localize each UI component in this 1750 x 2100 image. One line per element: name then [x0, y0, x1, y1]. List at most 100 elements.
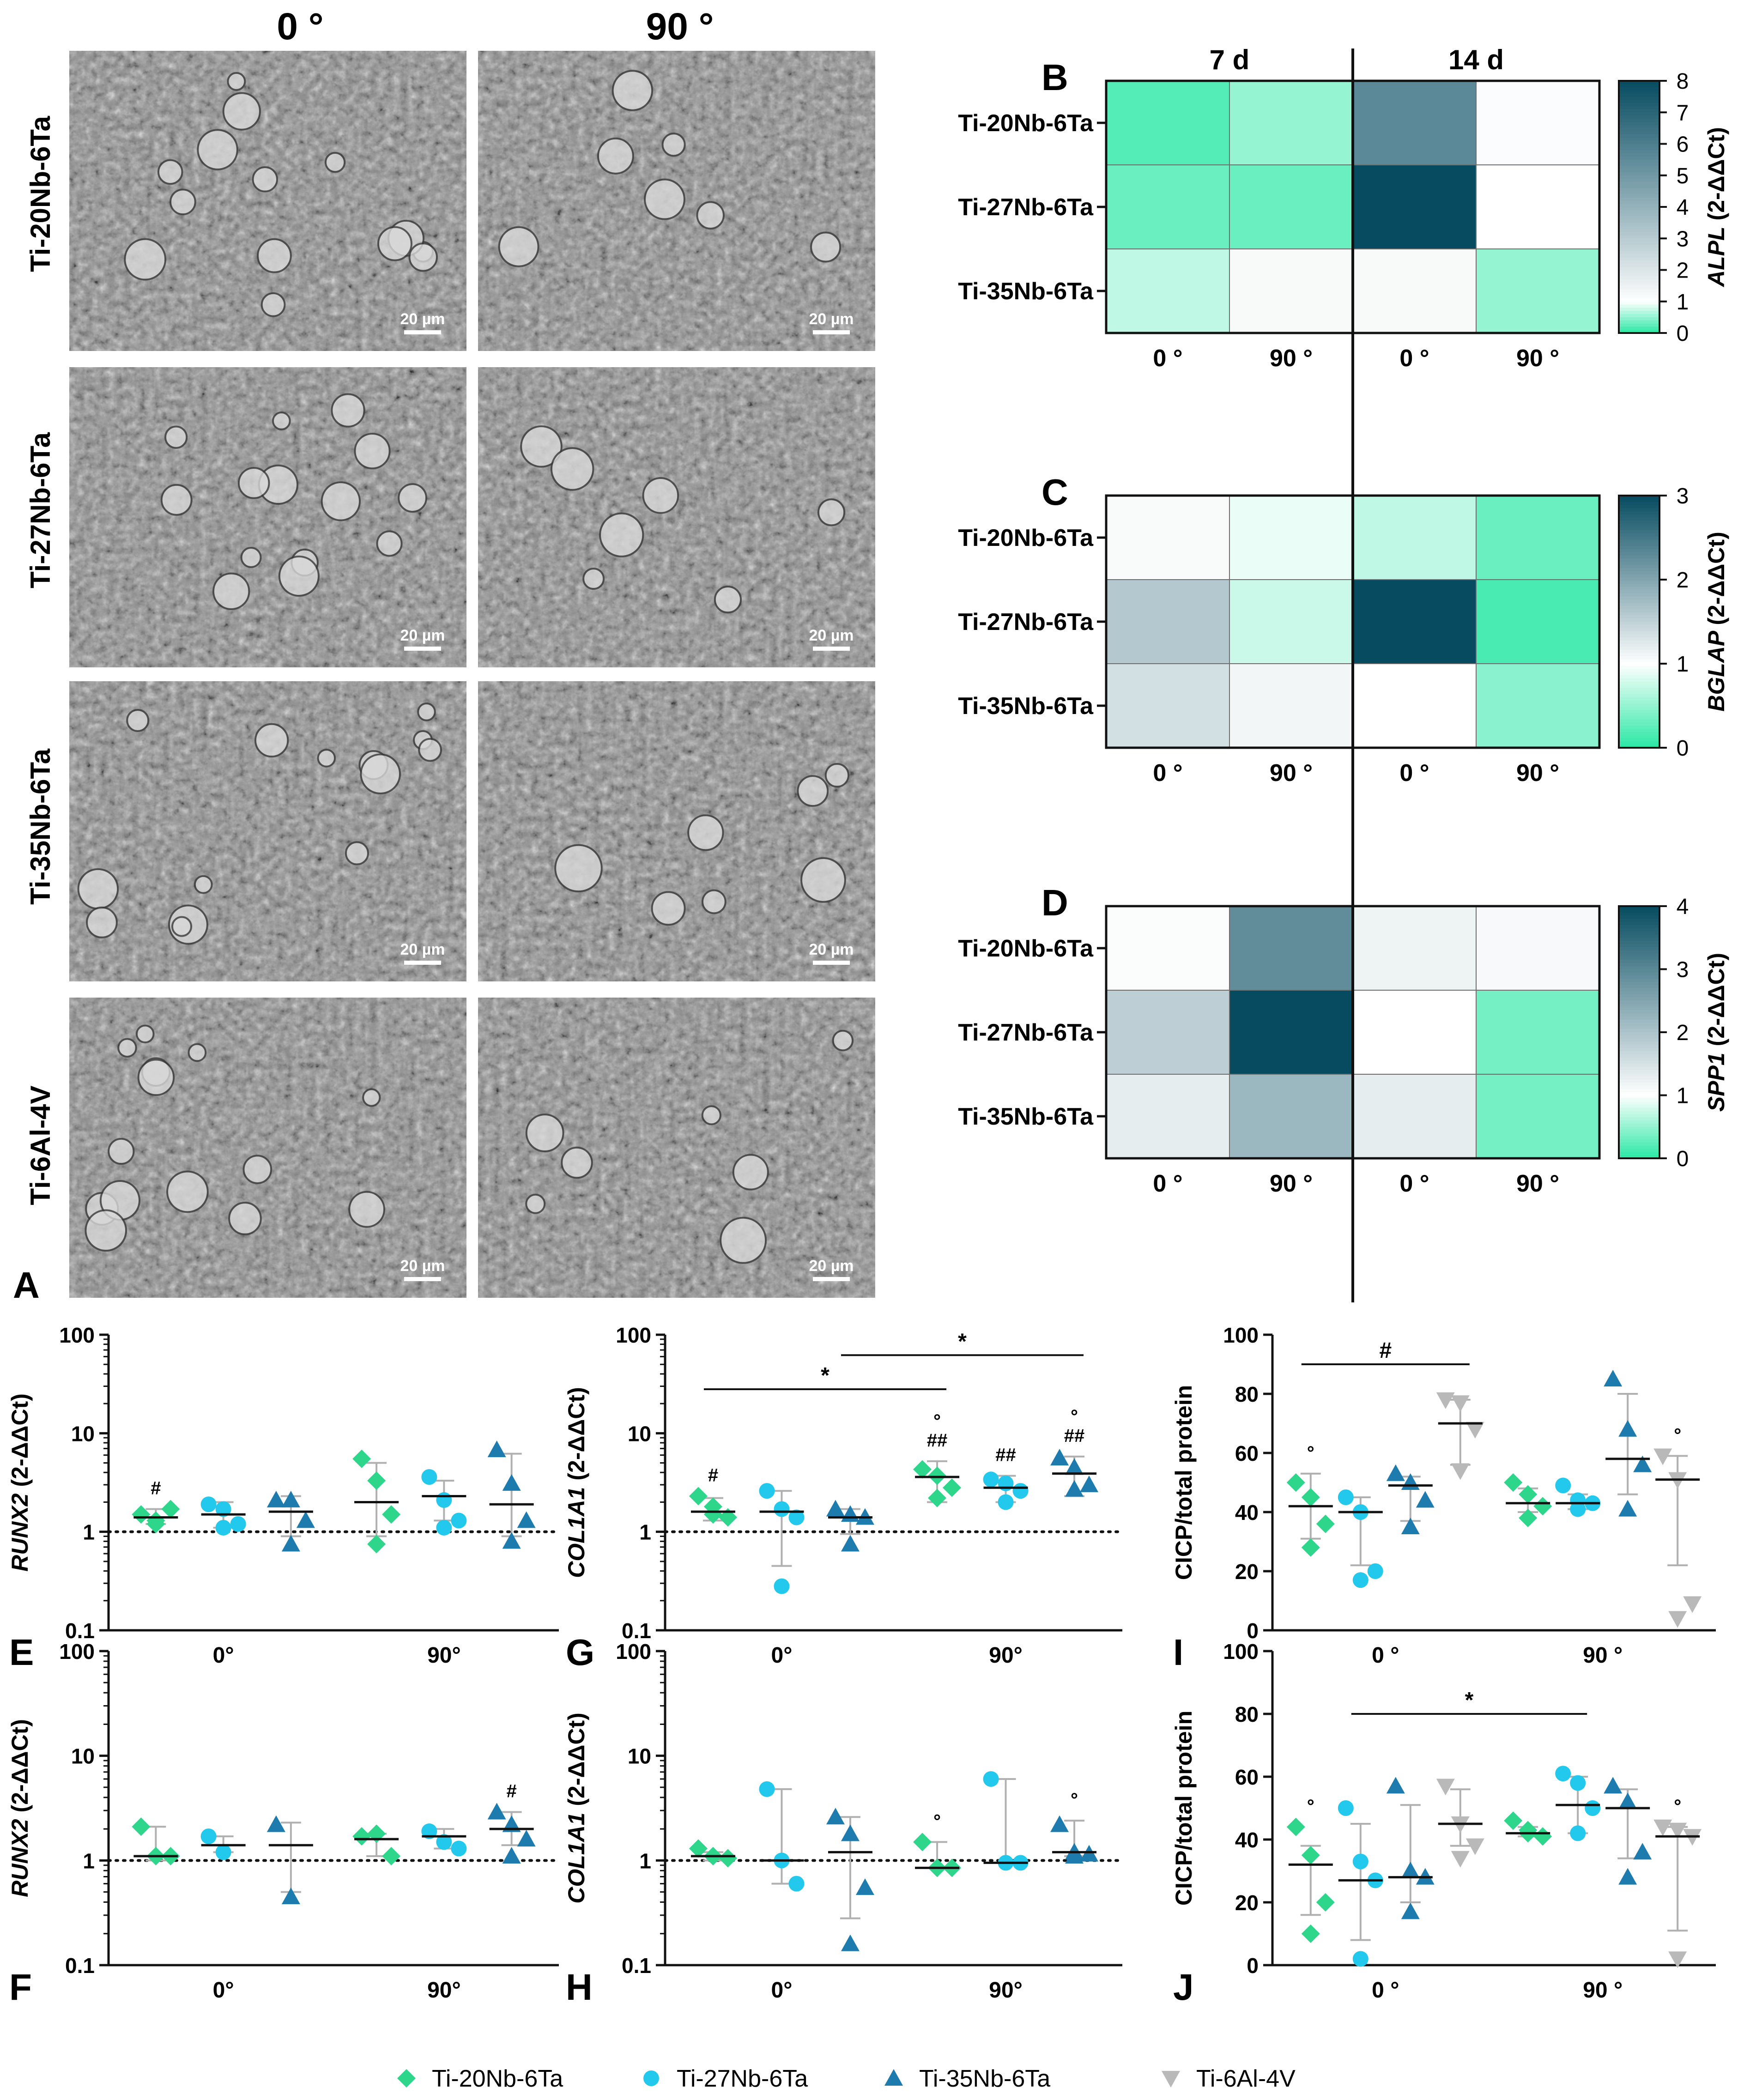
data-point-triangle [1050, 1815, 1069, 1832]
colorbar-step [1619, 719, 1659, 723]
colorbar-step [1619, 128, 1659, 132]
heatmap-top-label: 7 d [1210, 44, 1250, 75]
sem-cell [701, 1105, 721, 1126]
colorbar-step [1619, 1142, 1659, 1146]
colorbar-step [1619, 928, 1659, 932]
comparison-bracket-label: * [1465, 1688, 1474, 1713]
heatmap-b: Ti-20Nb-6Ta Ti-27Nb-6Ta Ti-35Nb-6Ta 0 ° 90 °… [958, 44, 1729, 372]
colorbar-step [1619, 270, 1659, 274]
colorbar-step [1619, 1054, 1659, 1058]
data-point-diamond [1286, 1473, 1305, 1492]
data-point-inverted-triangle [1653, 1819, 1672, 1836]
panel-letter-g: G [566, 1632, 594, 1673]
colorbar-step [1619, 1070, 1659, 1074]
colorbar-step [1619, 741, 1659, 745]
y-tick-label: 60 [1235, 1441, 1259, 1465]
heatmap-c: Ti-20Nb-6Ta Ti-27Nb-6Ta Ti-35Nb-6Ta 0 ° 90 °… [958, 472, 1729, 787]
series-ti-35nb-6ta-0 [826, 1500, 874, 1552]
data-point-circle [1352, 1853, 1369, 1870]
colorbar-step [1619, 962, 1659, 967]
colorbar-tick-label: 8 [1677, 69, 1689, 94]
colorbar-step [1619, 1101, 1659, 1105]
data-point-circle [215, 1501, 231, 1517]
scale-bar [813, 647, 850, 651]
heatmap-cell-ti-27nb-6ta-2 [1352, 164, 1477, 249]
sem-cell [800, 857, 846, 903]
data-point-circle [436, 1492, 452, 1508]
data-point-diamond [1316, 1893, 1335, 1912]
data-point-triangle [1633, 1455, 1652, 1472]
colorbar-tick-label: 2 [1677, 1021, 1689, 1045]
colorbar-step [1619, 163, 1659, 167]
colorbar-step [1619, 669, 1659, 673]
sem-cell [197, 129, 238, 170]
colorbar-step [1619, 650, 1659, 654]
colorbar-tick-label: 3 [1677, 484, 1689, 508]
y-tick-label: 100 [616, 1323, 651, 1347]
data-point-triangle [841, 1824, 860, 1841]
colorbar-step [1619, 552, 1659, 556]
data-point-triangle [1633, 1843, 1652, 1860]
colorbar-step [1619, 1139, 1659, 1143]
series-ti-35nb-6ta-90 [1604, 1777, 1652, 1885]
data-point-triangle [1065, 1458, 1084, 1475]
colorbar-step [1619, 1060, 1659, 1065]
data-point-diamond [161, 1500, 180, 1519]
series-ti-35nb-6ta-90 [487, 1440, 536, 1549]
data-point-triangle [502, 1532, 521, 1549]
sem-cell [345, 841, 369, 865]
colorbar-step [1619, 84, 1659, 88]
colorbar-tick-label: 1 [1677, 290, 1689, 315]
heatmap-column-label: 0 ° [1153, 760, 1182, 787]
colorbar-step [1619, 125, 1659, 129]
series-ti-27nb-6ta-90 [983, 1771, 1029, 1871]
colorbar-step [1619, 707, 1659, 711]
data-point-diamond [1301, 1488, 1320, 1507]
heatmap-cell-ti-20nb-6ta-0 [1106, 80, 1230, 165]
colorbar-tick-label: 3 [1677, 227, 1689, 251]
y-axis-label: CICP/total protein [1171, 1385, 1197, 1580]
colorbar-tick-label: 2 [1677, 259, 1689, 283]
sem-row-label-ti6al4v: Ti-6Al-4V [25, 1086, 56, 1205]
series-ti-27nb-6ta-0 [1338, 1489, 1383, 1588]
series-ti-20nb-6ta-0: # [132, 1478, 180, 1533]
legend-label: Ti-27Nb-6Ta [677, 2065, 808, 2092]
colorbar-step [1619, 282, 1659, 286]
colorbar-tick-label: 0 [1677, 736, 1689, 761]
sem-cell [642, 477, 679, 514]
column-label-90: 90 ° [646, 6, 714, 48]
y-tick-label: 20 [1235, 1891, 1259, 1915]
colorbar-step [1619, 273, 1659, 277]
data-point-triangle [841, 1505, 860, 1522]
colorbar-step [1619, 304, 1659, 309]
significance-annotation: ° [1071, 1406, 1078, 1427]
colorbar-title: ALPL (2-ΔΔCt) [1703, 127, 1729, 288]
heatmap-cell-ti-20nb-6ta-1 [1229, 906, 1353, 991]
heatmap-cell-ti-35nb-6ta-3 [1476, 663, 1600, 748]
significance-annotation: ° [1674, 1425, 1681, 1445]
colorbar-step [1619, 659, 1659, 663]
data-point-circle [1585, 1800, 1601, 1816]
colorbar-step [1619, 1104, 1659, 1108]
data-point-diamond [382, 1505, 401, 1524]
colorbar-step [1619, 666, 1659, 670]
colorbar-step [1619, 289, 1659, 293]
sem-cell [86, 906, 118, 938]
scale-bar-label: 20 µm [809, 627, 854, 644]
sem-cell [582, 568, 605, 590]
colorbar-step [1619, 978, 1659, 982]
heatmap-column-label: 90 ° [1516, 345, 1559, 372]
comparison-bracket-label: # [1379, 1338, 1392, 1363]
legend-label: Ti-20Nb-6Ta [432, 2065, 563, 2092]
data-point-diamond [689, 1839, 708, 1858]
data-point-triangle [281, 1535, 300, 1552]
colorbar-step [1619, 330, 1659, 333]
series-ti-35nb-6ta-0 [826, 1808, 874, 1951]
data-point-circle [215, 1519, 231, 1536]
colorbar-step [1619, 115, 1659, 119]
y-tick-label: 0.1 [622, 1954, 651, 1978]
scale-bar-label: 20 µm [809, 310, 854, 328]
sem-cell [599, 512, 644, 557]
data-point-circle [774, 1501, 790, 1517]
sem-image-ti-27nb-6ta-90: 20 µm [478, 367, 875, 667]
